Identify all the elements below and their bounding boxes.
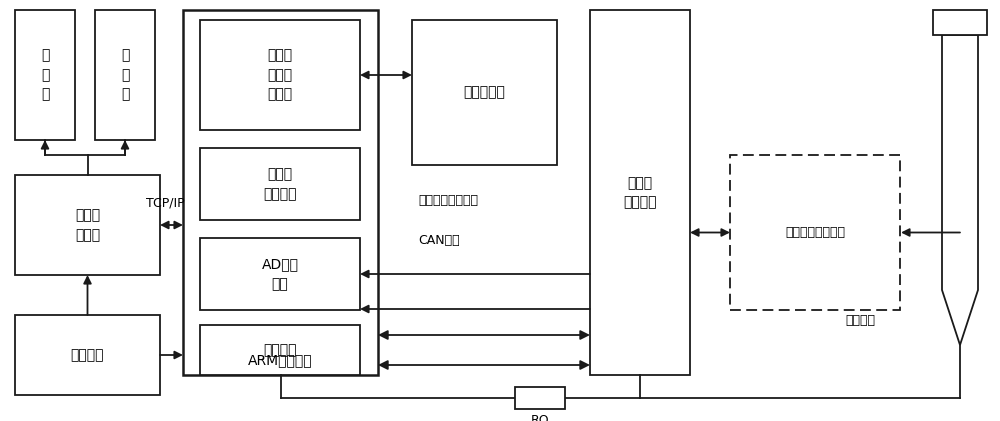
Text: AD采集
电路: AD采集 电路 xyxy=(262,257,298,291)
Text: 继电器
切换电路: 继电器 切换电路 xyxy=(263,167,297,201)
FancyBboxPatch shape xyxy=(200,20,360,130)
FancyBboxPatch shape xyxy=(15,10,75,140)
Text: 程控恒流源: 程控恒流源 xyxy=(464,85,505,99)
Text: 处理单元: 处理单元 xyxy=(263,343,297,357)
FancyBboxPatch shape xyxy=(933,10,987,35)
Text: 外接被测配线电缆: 外接被测配线电缆 xyxy=(785,226,845,239)
FancyBboxPatch shape xyxy=(15,175,160,275)
Text: 嵌入式
控制器: 嵌入式 控制器 xyxy=(75,208,100,242)
Text: 继电器
开关矩阵: 继电器 开关矩阵 xyxy=(623,176,657,209)
FancyBboxPatch shape xyxy=(183,10,378,375)
Text: 单点探笔: 单点探笔 xyxy=(845,314,875,327)
Text: 供电电源: 供电电源 xyxy=(71,348,104,362)
Text: 显
示
器: 显 示 器 xyxy=(41,48,49,101)
Text: 激励、采集信号线: 激励、采集信号线 xyxy=(418,194,478,206)
Text: TCP/IP: TCP/IP xyxy=(146,197,184,210)
Text: CAN总线: CAN总线 xyxy=(418,234,460,247)
Polygon shape xyxy=(942,35,978,345)
Text: ARM主控制器: ARM主控制器 xyxy=(248,353,313,367)
Text: 恒流源
激励控
制电路: 恒流源 激励控 制电路 xyxy=(267,48,293,101)
FancyBboxPatch shape xyxy=(515,387,565,409)
FancyBboxPatch shape xyxy=(95,10,155,140)
FancyBboxPatch shape xyxy=(200,238,360,310)
Text: 扬
声
器: 扬 声 器 xyxy=(121,48,129,101)
FancyBboxPatch shape xyxy=(730,155,900,310)
FancyBboxPatch shape xyxy=(590,10,690,375)
FancyBboxPatch shape xyxy=(200,148,360,220)
FancyBboxPatch shape xyxy=(15,315,160,395)
FancyBboxPatch shape xyxy=(200,325,360,375)
Text: RO: RO xyxy=(531,415,549,421)
FancyBboxPatch shape xyxy=(412,20,557,165)
